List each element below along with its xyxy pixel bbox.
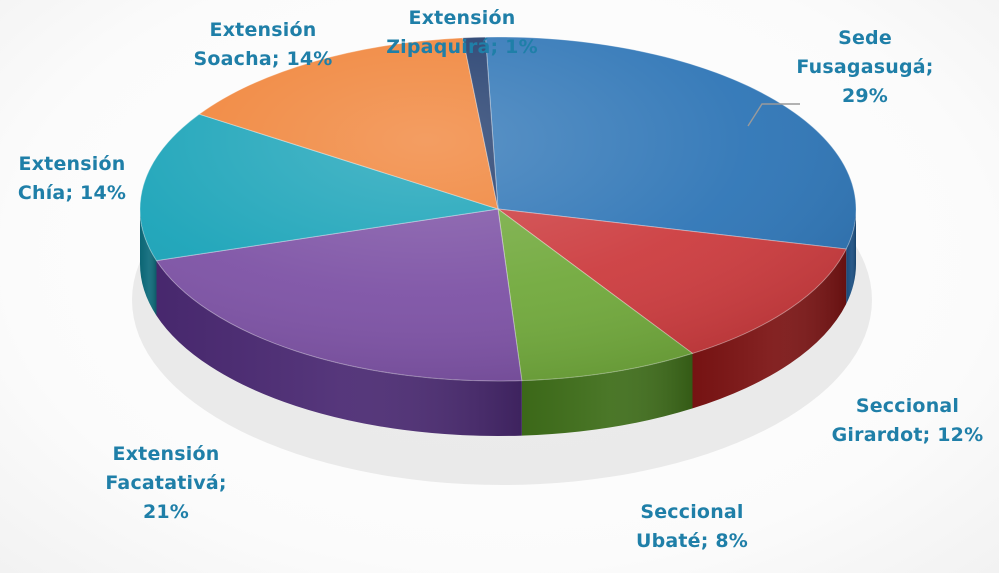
pie-slices xyxy=(139,36,857,382)
slice-side-shade-seccional-girardot xyxy=(692,249,847,409)
pie-sides xyxy=(140,209,856,436)
slice-label-extension-chia: Extensión Chía; 14% xyxy=(17,153,127,204)
slice-label-extension-soacha: Extensión Soacha; 14% xyxy=(193,19,333,70)
slice-side-shade-seccional-ubate xyxy=(521,353,693,436)
slice-label-extension-facatativa: Extensión Facatativá; 21% xyxy=(105,443,227,523)
slice-label-seccional-ubate: Seccional Ubaté; 8% xyxy=(635,501,749,552)
slice-side-shade-extension-chia xyxy=(140,209,157,316)
fusagasuga-leader-line xyxy=(747,103,800,127)
pie-top-sheen xyxy=(140,37,856,381)
slice-label-seccional-girardot: Seccional Girardot; 12% xyxy=(831,395,984,446)
slice-side-shade-extension-facatativa xyxy=(156,260,522,436)
slice-label-sede-fusagasuga: Sede Fusagasugá; 29% xyxy=(796,27,934,107)
slice-label-extension-zipaquira: Extensión Zipaquirá; 1% xyxy=(386,7,538,58)
slice-side-shade-sede-fusagasuga xyxy=(846,209,856,305)
